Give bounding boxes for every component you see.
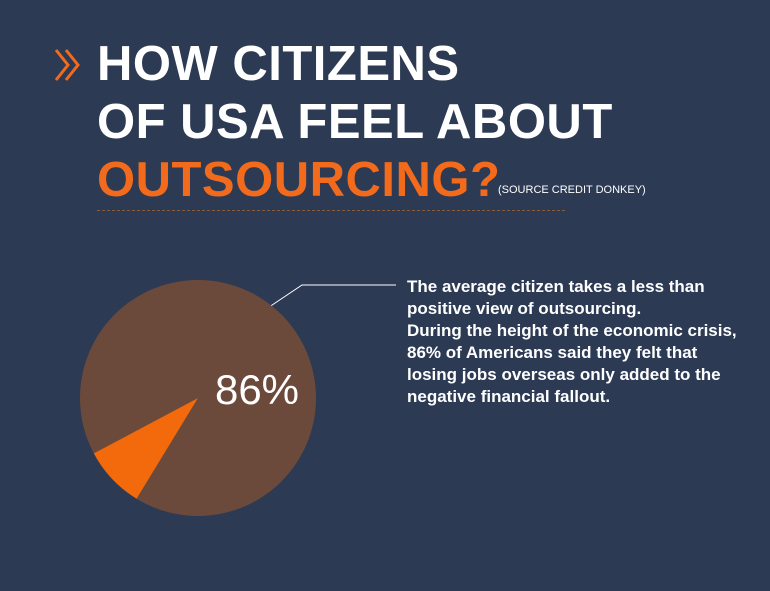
pie-slice (93, 398, 198, 499)
annotation-text: During the height of the economic crisis… (407, 321, 737, 406)
source: (SOURCE CREDIT DONKEY) (498, 184, 646, 196)
chevron-icon (64, 49, 80, 81)
pie-slice (80, 280, 317, 517)
annotation-text: The average citizen takes a less than po… (407, 277, 705, 318)
annotation: The average citizen takes a less than po… (407, 276, 742, 408)
divider (97, 210, 565, 211)
title-line: OF USA FEEL ABOUT (97, 95, 613, 149)
data-label: 86% (215, 366, 299, 413)
title-line: OUTSOURCING? (97, 153, 501, 207)
pie (80, 280, 317, 517)
title-line: HOW CITIZENS (97, 37, 460, 91)
chevron-icon (54, 49, 70, 81)
